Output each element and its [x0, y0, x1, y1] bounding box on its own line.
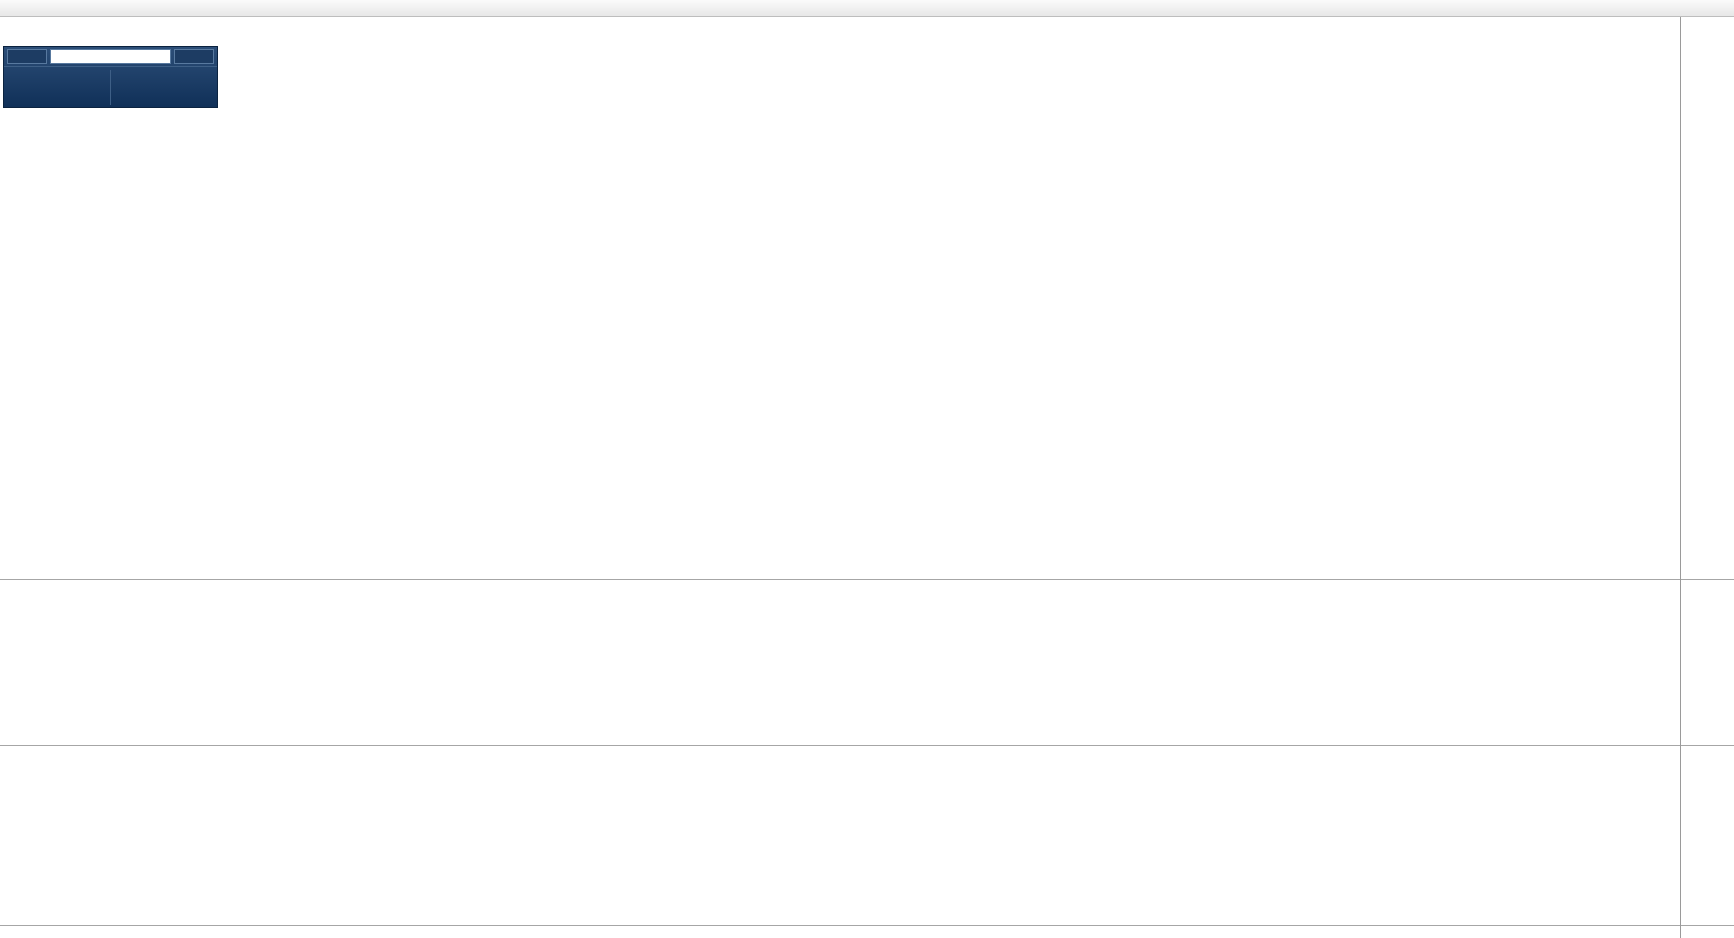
macd-canvas[interactable]: [0, 580, 1680, 745]
one-click-trading-widget: [3, 46, 218, 108]
panel-separator: [0, 925, 1734, 926]
sell-price[interactable]: [4, 67, 110, 108]
buy-button[interactable]: [174, 49, 214, 64]
rsi-label: [6, 749, 11, 760]
sell-button[interactable]: [7, 49, 47, 64]
panel-separator[interactable]: [0, 745, 1734, 746]
chart-symbol-title: [5, 26, 14, 38]
price-divider: [110, 70, 111, 105]
rsi-canvas[interactable]: [0, 746, 1680, 925]
panel-separator[interactable]: [0, 579, 1734, 580]
price-chart-panel: [0, 17, 1734, 579]
main-toolbar: [0, 0, 1734, 17]
macd-label: [6, 583, 16, 594]
macd-panel: [0, 580, 1734, 745]
price-axis-separator: [1680, 17, 1681, 938]
buy-price[interactable]: [111, 67, 217, 108]
date-axis: [0, 926, 1734, 938]
volume-input[interactable]: [50, 49, 171, 64]
price-chart-canvas[interactable]: [0, 17, 1680, 579]
rsi-panel: [0, 746, 1734, 925]
